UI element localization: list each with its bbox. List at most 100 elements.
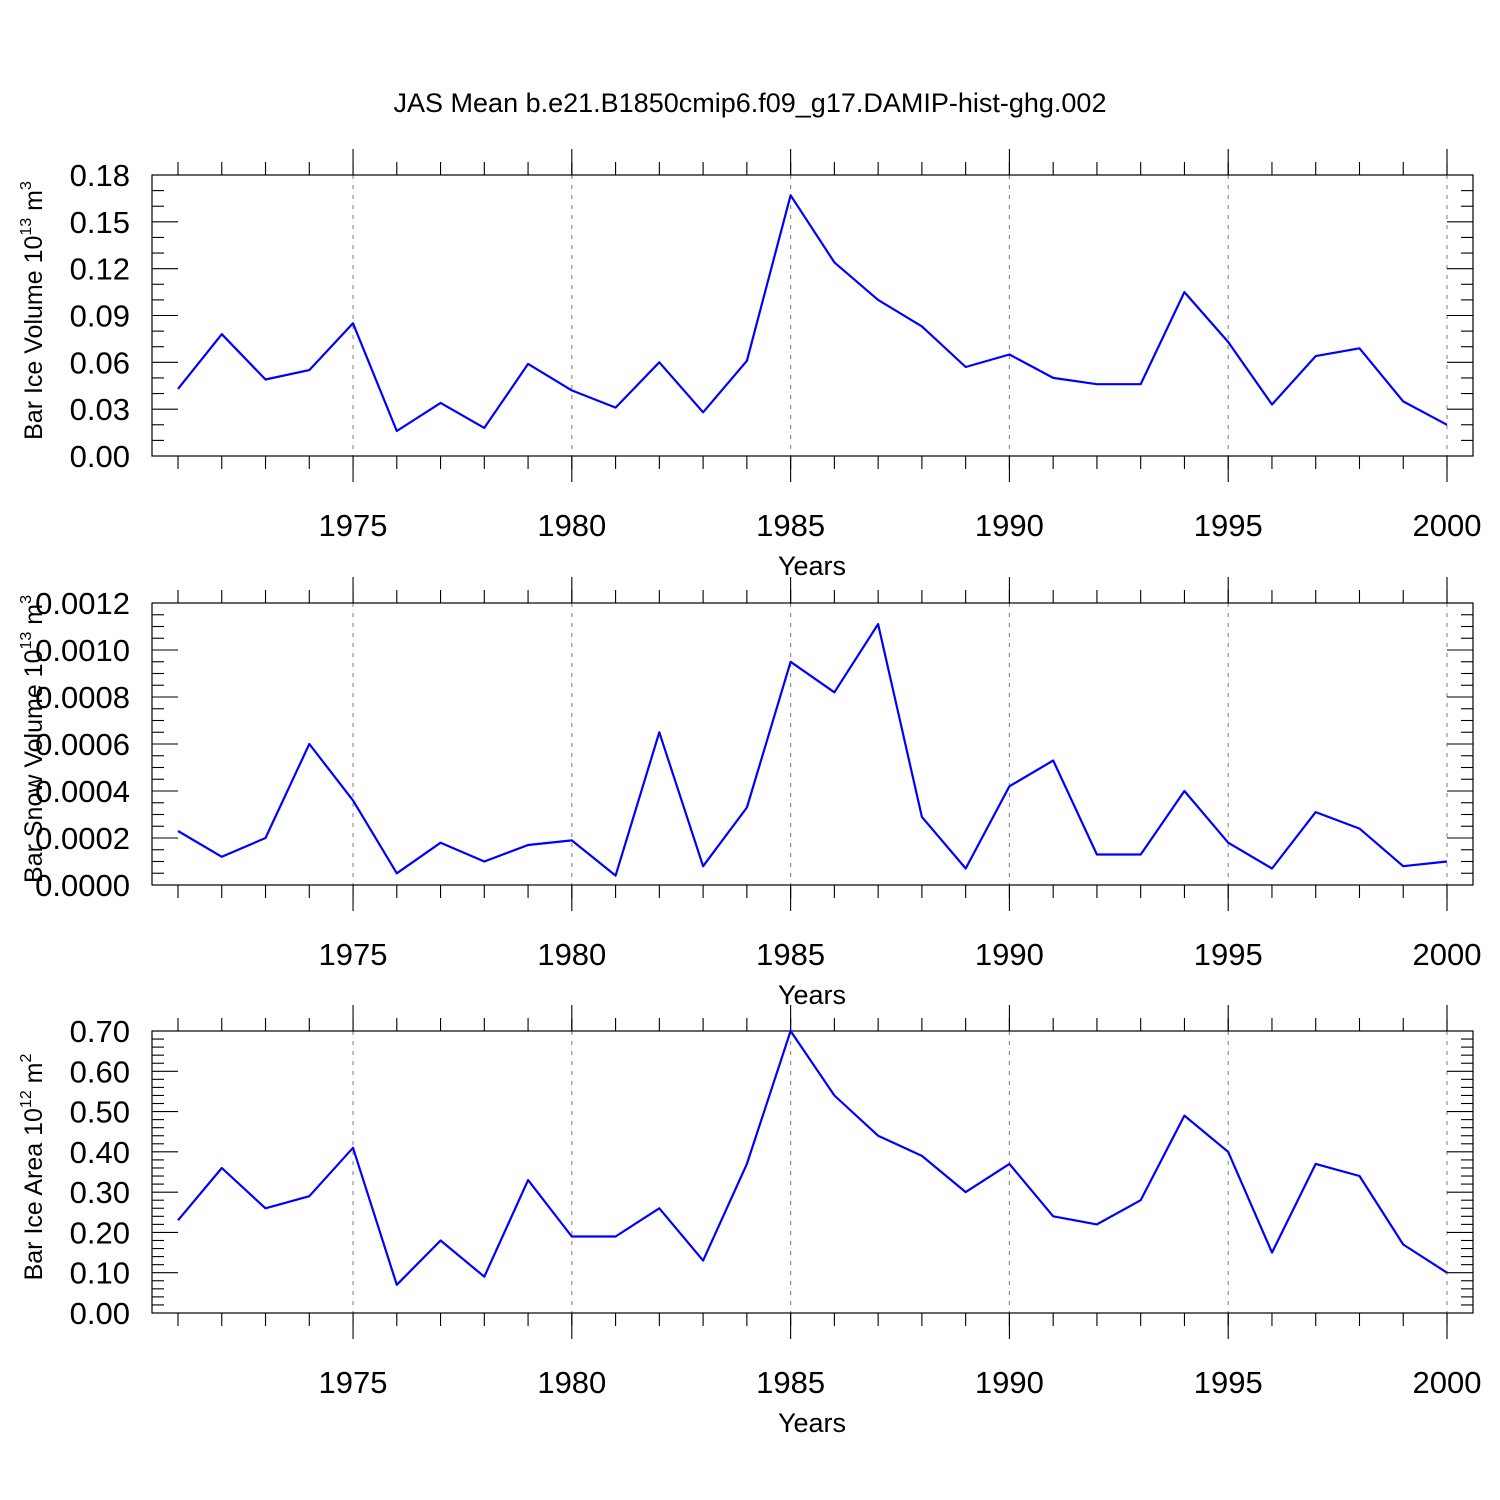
y-tick-label: 0.0008 <box>35 680 130 715</box>
data-point <box>833 1094 835 1096</box>
data-point <box>265 837 267 839</box>
y-tick-label: 0.03 <box>70 392 130 427</box>
data-point <box>1446 1272 1448 1274</box>
data-point <box>1446 424 1448 426</box>
data-point <box>1271 403 1273 405</box>
data-point <box>177 1219 179 1221</box>
y-axis-label: Bar Ice Volume 1013 m3 <box>18 181 48 440</box>
data-point <box>1008 1163 1010 1165</box>
y-tick-label: 0.18 <box>70 158 130 193</box>
x-tick-label: 1990 <box>975 508 1044 543</box>
data-point <box>352 799 354 801</box>
y-tick-label: 0.0000 <box>35 868 130 903</box>
data-point <box>1096 383 1098 385</box>
data-point <box>1358 347 1360 349</box>
y-tick-label: 0.40 <box>70 1135 130 1170</box>
data-point <box>877 623 879 625</box>
data-point <box>1402 1244 1404 1246</box>
data-point <box>1227 341 1229 343</box>
x-tick-label: 2000 <box>1413 1365 1482 1400</box>
panel-2: 1975 1980 1985 1990 1995 2000 0.0000 0.0002 0.00… <box>18 577 1481 1010</box>
data-point <box>1271 868 1273 870</box>
data-point <box>1140 1199 1142 1201</box>
data-point <box>658 731 660 733</box>
y-tick-label: 0.00 <box>70 439 130 474</box>
y-axis-label: Bar Snow Volume 1013 m3 <box>18 595 48 883</box>
y-tick-label: 0.0010 <box>35 633 130 668</box>
data-point <box>1052 759 1054 761</box>
x-tick-label: 1990 <box>975 937 1044 972</box>
data-point <box>352 1147 354 1149</box>
data-point <box>877 1135 879 1137</box>
y-tick-label: 0.20 <box>70 1215 130 1250</box>
data-point <box>527 363 529 365</box>
data-point <box>790 194 792 196</box>
x-axis-label: Years <box>778 1408 846 1438</box>
data-point <box>615 407 617 409</box>
data-point <box>483 1276 485 1278</box>
x-tick-label: 1975 <box>319 937 388 972</box>
data-point <box>396 872 398 874</box>
y-axis-label-unit-exponent: 2 <box>18 1054 35 1063</box>
y-axis-label-text: Bar Snow Volume 10 <box>20 650 48 883</box>
data-point <box>352 322 354 324</box>
data-point <box>658 1207 660 1209</box>
data-point <box>1315 355 1317 357</box>
y-axis-label-unit: m <box>20 190 48 218</box>
x-tick-label: 1980 <box>537 937 606 972</box>
data-point <box>1096 853 1098 855</box>
data-point <box>440 402 442 404</box>
data-point <box>921 325 923 327</box>
x-tick-label: 1990 <box>975 1365 1044 1400</box>
data-point <box>308 369 310 371</box>
y-tick-label: 0.00 <box>70 1296 130 1331</box>
data-point <box>1402 400 1404 402</box>
y-axis-label-exponent: 12 <box>18 1090 35 1108</box>
y-axis-label-unit-exponent: 3 <box>18 181 35 190</box>
data-point <box>483 861 485 863</box>
data-point <box>1315 811 1317 813</box>
y-axis-label-exponent: 13 <box>18 632 35 650</box>
y-axis-label-text: Bar Ice Area 10 <box>20 1108 48 1280</box>
data-point <box>1227 842 1229 844</box>
y-axis-label-text: Bar Ice Volume 10 <box>20 236 48 440</box>
y-axis-label-group: Bar Ice Volume 1013 m3 <box>18 181 48 440</box>
y-tick-label: 0.70 <box>70 1014 130 1049</box>
data-point <box>1096 1223 1098 1225</box>
y-tick-label: 0.10 <box>70 1256 130 1291</box>
data-point <box>221 856 223 858</box>
series-line <box>177 622 1448 877</box>
data-point <box>527 1179 529 1181</box>
y-axis-label: Bar Ice Area 1012 m2 <box>18 1054 48 1281</box>
x-tick-label: 1995 <box>1194 1365 1263 1400</box>
data-point <box>1183 790 1185 792</box>
data-point <box>221 1167 223 1169</box>
panel-1: 1975 1980 1985 1990 1995 2000 0.00 0.03 0.06 0.09… <box>18 149 1481 581</box>
x-axis-label: Years <box>778 551 846 581</box>
data-point <box>1271 1252 1273 1254</box>
y-tick-label: 0.0012 <box>35 586 130 621</box>
data-point <box>965 1191 967 1193</box>
data-point <box>965 366 967 368</box>
x-tick-label: 1980 <box>537 1365 606 1400</box>
data-point <box>440 842 442 844</box>
panel-3: 1975 1980 1985 1990 1995 2000 0.00 0.10 0.20 0.30… <box>18 1005 1481 1438</box>
figure-title: JAS Mean b.e21.B1850cmip6.f09_g17.DAMIP-… <box>394 88 1107 118</box>
data-point <box>702 1260 704 1262</box>
y-axis-label-unit-exponent: 3 <box>18 595 35 604</box>
x-tick-label: 1975 <box>319 1365 388 1400</box>
data-point <box>265 1207 267 1209</box>
data-point <box>396 1284 398 1286</box>
x-tick-label: 1995 <box>1194 937 1263 972</box>
data-point <box>921 1155 923 1157</box>
y-tick-label: 0.09 <box>70 299 130 334</box>
x-tick-label: 1975 <box>319 508 388 543</box>
data-point <box>790 1030 792 1032</box>
data-point <box>571 389 573 391</box>
y-axis-label-unit: m <box>20 1063 48 1091</box>
series-line <box>177 194 1448 433</box>
x-axis-label: Years <box>778 980 846 1010</box>
y-tick-label: 0.12 <box>70 252 130 287</box>
data-point <box>177 388 179 390</box>
